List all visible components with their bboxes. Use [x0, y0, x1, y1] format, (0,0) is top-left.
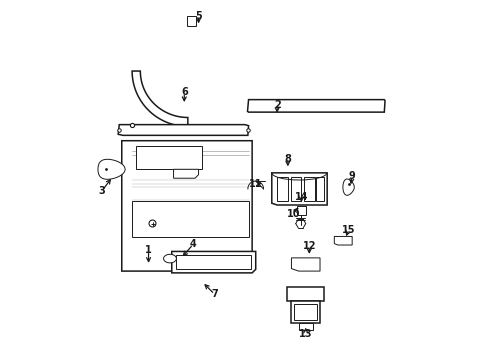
Text: 10: 10: [287, 209, 300, 219]
Polygon shape: [188, 17, 196, 26]
Polygon shape: [176, 255, 251, 269]
Text: 9: 9: [349, 171, 356, 181]
Polygon shape: [118, 125, 248, 135]
Polygon shape: [334, 237, 352, 245]
Text: 1: 1: [145, 245, 152, 255]
Polygon shape: [132, 202, 248, 237]
Text: 3: 3: [99, 186, 105, 196]
Text: 14: 14: [294, 192, 308, 202]
Polygon shape: [122, 141, 252, 271]
Text: 6: 6: [181, 87, 188, 98]
Text: 7: 7: [211, 289, 218, 299]
Polygon shape: [164, 254, 176, 263]
Polygon shape: [277, 177, 288, 201]
Text: 8: 8: [284, 154, 291, 163]
Text: 13: 13: [299, 329, 313, 339]
Polygon shape: [299, 323, 313, 330]
Polygon shape: [272, 173, 327, 205]
Text: 4: 4: [190, 239, 196, 249]
Polygon shape: [304, 177, 315, 201]
Polygon shape: [294, 304, 317, 320]
Text: 11: 11: [249, 179, 263, 189]
Polygon shape: [291, 177, 301, 201]
Polygon shape: [173, 169, 198, 178]
Polygon shape: [292, 258, 320, 271]
Text: 5: 5: [195, 11, 202, 21]
Text: 15: 15: [342, 225, 355, 235]
Text: 2: 2: [274, 100, 280, 110]
Polygon shape: [172, 251, 256, 273]
Polygon shape: [287, 287, 323, 301]
Polygon shape: [343, 179, 354, 195]
Polygon shape: [136, 146, 202, 169]
Polygon shape: [98, 159, 125, 179]
Polygon shape: [297, 206, 306, 215]
Polygon shape: [132, 71, 188, 126]
Polygon shape: [292, 301, 320, 323]
Text: 12: 12: [302, 241, 316, 251]
Polygon shape: [247, 100, 385, 112]
Polygon shape: [317, 177, 324, 201]
